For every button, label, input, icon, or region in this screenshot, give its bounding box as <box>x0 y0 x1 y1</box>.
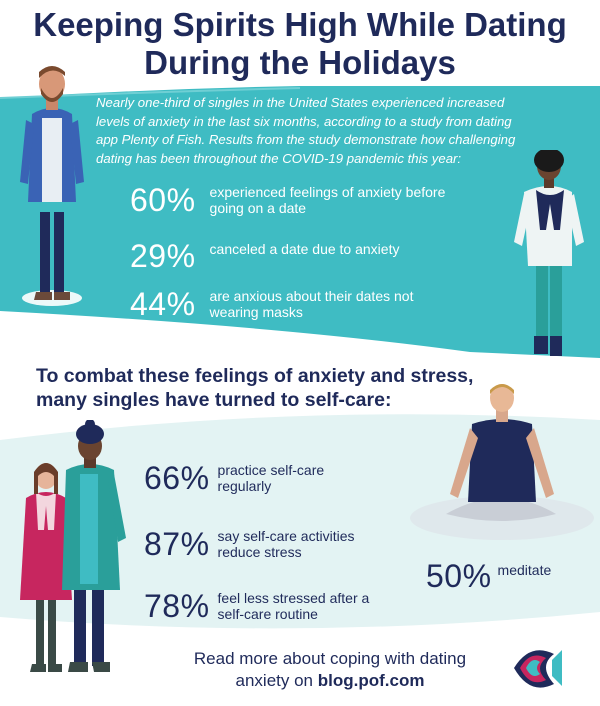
stat-desc-line: feel less stressed after a <box>217 590 370 606</box>
stat-row-meditate-50: 50% meditate <box>426 560 551 592</box>
plenty-of-fish-logo-icon <box>514 650 562 688</box>
meditating-person-illustration <box>410 384 594 540</box>
stat-desc-line: regularly <box>217 478 272 494</box>
stat-desc-line: wearing masks <box>209 304 303 320</box>
stat-percent: 50% <box>426 558 492 594</box>
stat-desc-line: experienced feelings of anxiety before <box>209 184 446 200</box>
stat-percent: 29% <box>130 238 196 274</box>
stat-description: feel less stressed after a self-care rou… <box>218 590 370 622</box>
stat-row-selfcare-87: 87% say self-care activities reduce stre… <box>144 528 354 560</box>
stat-row-anxiety-44: 44% are anxious about their dates not we… <box>130 288 413 320</box>
stat-description: practice self-care regularly <box>218 462 325 494</box>
man-standing-illustration <box>20 66 84 306</box>
stat-desc-line: are anxious about their dates not <box>209 288 414 304</box>
stat-percent: 78% <box>144 588 210 624</box>
footer-line-2: anxiety on blog.pof.com <box>150 670 510 692</box>
stat-percent: 60% <box>130 182 196 218</box>
stat-description: meditate <box>497 562 552 578</box>
stat-desc-line: canceled a date due to anxiety <box>209 241 400 257</box>
footer-line-1: Read more about coping with dating <box>193 649 467 668</box>
stat-description: say self-care activities reduce stress <box>218 528 355 560</box>
blog-link[interactable]: blog.pof.com <box>317 671 425 690</box>
footer-line-2-prefix: anxiety on <box>235 671 318 690</box>
selfcare-heading-line: many singles have turned to self-care: <box>36 389 392 411</box>
stat-row-anxiety-29: 29% canceled a date due to anxiety <box>130 240 399 272</box>
stat-row-selfcare-66: 66% practice self-care regularly <box>144 462 324 494</box>
stat-desc-line: reduce stress <box>217 544 302 560</box>
stat-description: experienced feelings of anxiety before g… <box>210 184 446 216</box>
intro-paragraph: Nearly one-third of singles in the Unite… <box>96 95 516 166</box>
stat-desc-line: self-care routine <box>217 606 318 622</box>
stat-description: canceled a date due to anxiety <box>210 241 400 257</box>
stat-percent: 66% <box>144 460 210 496</box>
footer-cta: Read more about coping with dating anxie… <box>150 648 510 692</box>
stat-percent: 87% <box>144 526 210 562</box>
stat-percent: 44% <box>130 286 196 322</box>
selfcare-heading-line: To combat these feelings of anxiety and … <box>36 365 474 387</box>
stat-row-selfcare-78: 78% feel less stressed after a self-care… <box>144 590 369 622</box>
selfcare-heading: To combat these feelings of anxiety and … <box>36 364 536 412</box>
title-line-2: During the Holidays <box>144 44 456 81</box>
woman-standing-illustration <box>514 150 584 356</box>
stat-desc-line: going on a date <box>209 200 307 216</box>
teal-background-band <box>0 86 600 358</box>
stat-row-anxiety-60: 60% experienced feelings of anxiety befo… <box>130 184 445 216</box>
stat-desc-line: practice self-care <box>217 462 325 478</box>
couple-illustration <box>20 420 126 672</box>
light-teal-background-band <box>0 414 600 629</box>
page-title: Keeping Spirits High While Dating During… <box>0 6 600 82</box>
stat-description: are anxious about their dates not wearin… <box>210 288 414 320</box>
stat-desc-line: say self-care activities <box>217 528 355 544</box>
title-line-1: Keeping Spirits High While Dating <box>33 6 567 43</box>
